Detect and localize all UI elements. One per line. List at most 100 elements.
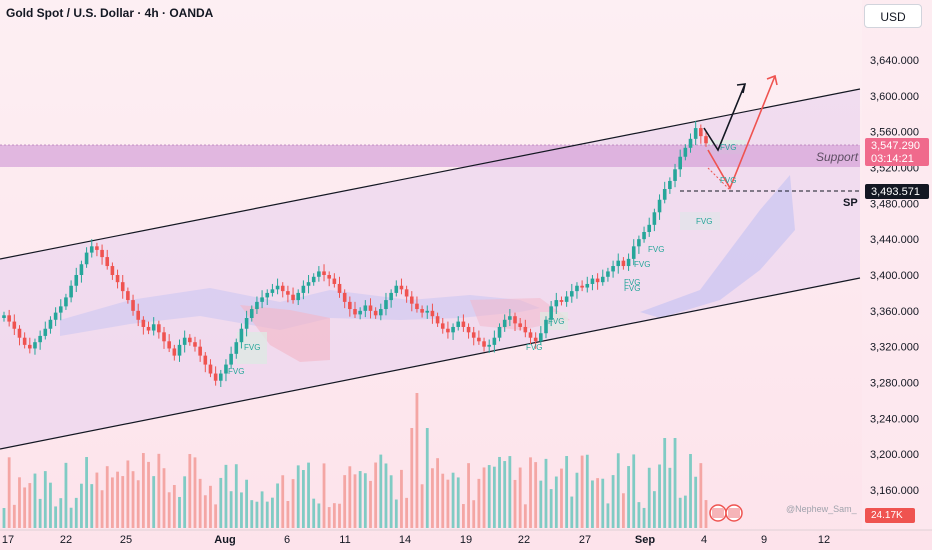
- volume-bar: [534, 462, 538, 528]
- candle-body: [162, 332, 166, 342]
- candle-body: [513, 316, 517, 324]
- candle-body: [518, 323, 522, 327]
- volume-bar: [668, 467, 672, 528]
- volume-bar: [560, 468, 563, 528]
- x-tick-label: 19: [460, 534, 472, 546]
- channel-lower-line[interactable]: [0, 277, 861, 450]
- cloud-blue-2: [640, 175, 795, 318]
- volume-bar: [591, 480, 594, 528]
- volume-bar: [131, 471, 135, 528]
- projection-path-red[interactable]: [707, 75, 776, 190]
- candle-body: [286, 291, 290, 295]
- x-tick-label: 25: [120, 534, 132, 546]
- volume-bar: [312, 498, 316, 528]
- candle-body: [311, 276, 316, 283]
- volume-bar: [539, 480, 543, 528]
- volume-bar: [332, 503, 336, 528]
- candle-body: [580, 285, 584, 288]
- x-tick-label: 4: [701, 534, 707, 546]
- candle-body: [533, 337, 538, 342]
- volume-bar: [116, 471, 119, 528]
- volume-bar: [689, 454, 692, 528]
- volume-bar: [498, 456, 501, 528]
- candle-body: [110, 266, 115, 275]
- channel-upper-line[interactable]: [0, 88, 861, 260]
- volume-bar: [18, 477, 21, 528]
- currency-button[interactable]: USD: [864, 4, 922, 28]
- fvg-label-6: FVG: [624, 284, 640, 293]
- candle-body: [430, 310, 435, 317]
- volume-bar: [224, 464, 228, 528]
- x-tick-label: 17: [2, 534, 14, 546]
- volume-bar: [704, 500, 708, 528]
- candle-body: [270, 289, 275, 293]
- volume-bar: [518, 467, 522, 528]
- volume-bar: [420, 484, 424, 528]
- volume-bar: [410, 428, 414, 528]
- volume-bar: [250, 500, 254, 528]
- candle-body: [394, 285, 399, 293]
- volume-bar: [301, 470, 305, 528]
- cloud-red: [240, 305, 330, 362]
- price-axis-panel: [862, 0, 932, 530]
- candle-body: [554, 300, 559, 307]
- volume-bar: [49, 482, 52, 528]
- candle-body: [234, 342, 239, 354]
- volume-bar: [245, 479, 249, 528]
- x-tick-label: 9: [761, 534, 767, 546]
- candle-body: [461, 321, 466, 327]
- y-tick-label: 3,600.000: [870, 91, 919, 103]
- volume-bar: [513, 479, 517, 528]
- candle-body: [151, 324, 156, 331]
- volume-bar: [54, 506, 58, 528]
- candle-body: [616, 260, 621, 267]
- projection-path-black[interactable]: [703, 83, 746, 152]
- candle-body: [435, 316, 440, 324]
- y-tick-label: 3,400.000: [870, 270, 919, 282]
- volume-bar: [642, 507, 646, 528]
- fvg-label-7: FVG: [634, 260, 650, 269]
- candle-body: [7, 315, 11, 322]
- candle-body: [2, 315, 6, 318]
- candle-body: [688, 138, 693, 148]
- candle-body: [373, 310, 378, 316]
- volume-bar: [699, 463, 703, 528]
- candle-body: [575, 285, 579, 292]
- volume-bar: [12, 504, 16, 528]
- volume-bar: [394, 499, 398, 528]
- volume-bar: [322, 463, 326, 528]
- x-tick-label: 22: [60, 534, 72, 546]
- fvg-label-1: FVG: [244, 343, 260, 352]
- candle-body: [678, 156, 682, 170]
- volume-bar: [281, 475, 285, 528]
- candle-body: [337, 283, 342, 293]
- volume-bar: [570, 496, 574, 528]
- volume-bar: [358, 471, 362, 528]
- volume-bar: [523, 504, 527, 528]
- us-flag-icon-2-body: [728, 508, 740, 518]
- volume-bar: [482, 467, 486, 528]
- candle-body: [404, 289, 409, 297]
- candle-body: [172, 348, 177, 356]
- candle-body: [146, 326, 151, 331]
- volume-bar: [622, 493, 625, 528]
- volume-bar: [601, 478, 605, 528]
- candle-body: [53, 312, 58, 320]
- volume-bar: [477, 478, 481, 528]
- fvg-label-8: FVG: [648, 245, 664, 254]
- candle-body: [477, 337, 481, 342]
- volume-bar: [38, 498, 42, 528]
- volume-bar: [141, 453, 145, 528]
- volume-bar: [147, 461, 150, 528]
- volume-bar: [162, 468, 166, 528]
- candle-body: [539, 333, 543, 342]
- volume-bar: [188, 454, 192, 528]
- candle-body: [89, 246, 94, 253]
- candle-body: [585, 283, 590, 288]
- candle-body: [631, 246, 636, 259]
- current-price-label: 3,547.290: [871, 140, 920, 152]
- candle-body: [353, 309, 357, 315]
- arrowhead-red-icon: [766, 74, 778, 86]
